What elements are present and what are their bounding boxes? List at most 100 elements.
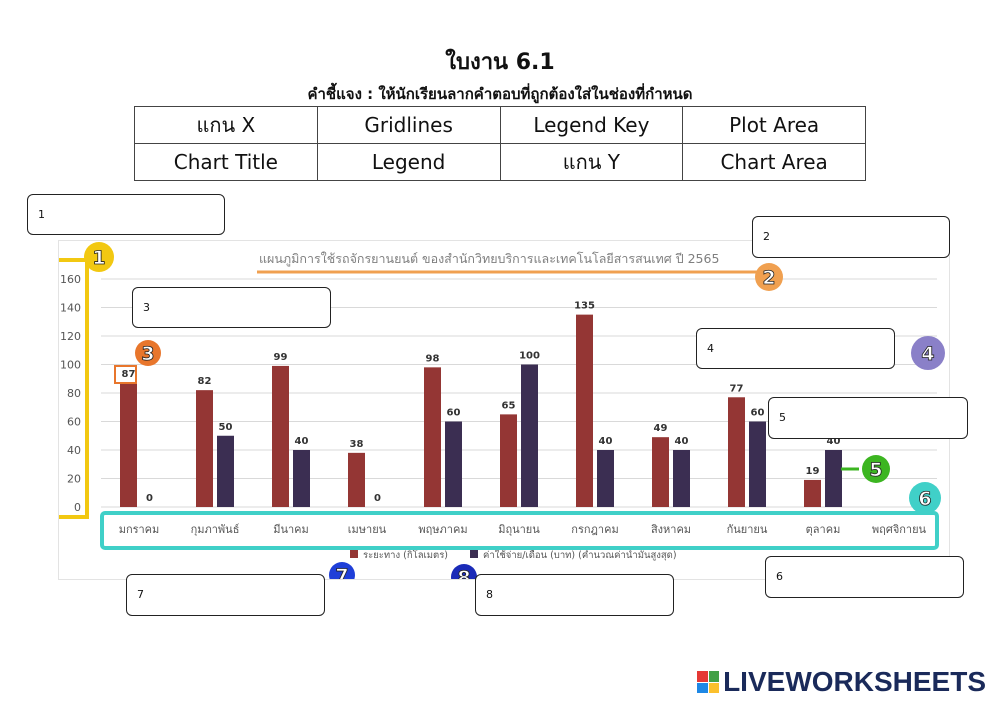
bar-distance bbox=[196, 390, 213, 507]
bar-distance bbox=[500, 414, 517, 507]
data-label: 99 bbox=[274, 352, 288, 363]
y-tick-label: 0 bbox=[74, 501, 81, 514]
data-label-highlight bbox=[114, 365, 137, 384]
answer-box-5[interactable]: 5 bbox=[768, 397, 968, 439]
answer-box-3[interactable]: 3 bbox=[132, 287, 331, 328]
data-label: 77 bbox=[730, 383, 744, 394]
y-tick-label: 100 bbox=[60, 359, 81, 372]
marker-7-number: 7 bbox=[335, 565, 348, 579]
data-label: 40 bbox=[599, 436, 613, 447]
data-label: 19 bbox=[806, 466, 820, 477]
answer-box-6[interactable]: 6 bbox=[765, 556, 964, 598]
data-label: 0 bbox=[374, 493, 381, 504]
data-label: 40 bbox=[675, 436, 689, 447]
x-tick-label: มิถุนายน bbox=[498, 523, 540, 536]
marker-4-number: 4 bbox=[921, 343, 934, 365]
chart-title: แผนภูมิการใช้รถจักรยานยนต์ ของสำนักวิทยบ… bbox=[259, 251, 719, 267]
bar-distance bbox=[576, 314, 593, 507]
x-tick-label: กันยายน bbox=[727, 523, 768, 536]
bar-cost bbox=[597, 450, 614, 507]
bar-cost bbox=[521, 364, 538, 507]
bar-distance bbox=[424, 367, 441, 507]
bar-cost bbox=[217, 435, 234, 507]
term-cell[interactable]: Chart Title bbox=[134, 143, 318, 181]
y-tick-label: 40 bbox=[67, 444, 81, 457]
answer-box-2[interactable]: 2 bbox=[752, 216, 950, 258]
y-tick-label: 80 bbox=[67, 387, 81, 400]
legend-label-distance: ระยะทาง (กิโลเมตร) bbox=[363, 549, 448, 561]
data-label: 100 bbox=[519, 351, 540, 362]
logo-icon bbox=[697, 671, 720, 693]
bar-distance bbox=[728, 397, 745, 507]
bar-cost bbox=[293, 450, 310, 507]
marker-6-number: 6 bbox=[918, 488, 931, 510]
marker-7-badge bbox=[329, 562, 355, 579]
bar-distance bbox=[272, 365, 289, 507]
data-label: 87 bbox=[122, 369, 136, 380]
y-tick-label: 20 bbox=[67, 473, 81, 486]
answer-box-7[interactable]: 7 bbox=[126, 574, 325, 616]
bar-distance bbox=[652, 437, 669, 507]
marker-4-badge bbox=[911, 336, 945, 370]
bar-chart: 020406080100120140160แผนภูมิการใช้รถจักร… bbox=[59, 242, 945, 579]
bar-distance bbox=[348, 452, 365, 507]
answer-box-4[interactable]: 4 bbox=[696, 328, 895, 369]
y-tick-label: 60 bbox=[67, 416, 81, 429]
x-axis-highlight bbox=[100, 511, 939, 550]
worksheet-instruction: คำชี้แจง : ให้นักเรียนลากคำตอบที่ถูกต้อง… bbox=[307, 85, 693, 103]
term-cell[interactable]: Plot Area bbox=[682, 106, 866, 144]
marker-1-badge bbox=[84, 242, 114, 272]
marker-8-number: 8 bbox=[457, 567, 470, 579]
bar-distance bbox=[804, 479, 821, 507]
x-tick-label: พฤษภาคม bbox=[418, 523, 467, 536]
marker-5-number: 5 bbox=[869, 459, 882, 481]
term-cell[interactable]: Chart Area bbox=[682, 143, 866, 181]
x-tick-label: พฤศจิกายน bbox=[872, 523, 927, 536]
bar-cost bbox=[749, 421, 766, 507]
bar-cost bbox=[673, 450, 690, 507]
y-tick-label: 120 bbox=[60, 330, 81, 343]
data-label: 60 bbox=[447, 408, 461, 419]
marker-5-badge bbox=[862, 455, 890, 483]
marker-8-badge bbox=[451, 564, 477, 579]
data-label: 40 bbox=[295, 436, 309, 447]
marker-1-number: 1 bbox=[92, 247, 105, 269]
liveworksheets-logo: LIVEWORKSHEETS bbox=[697, 666, 986, 698]
x-tick-label: มีนาคม bbox=[273, 523, 309, 536]
worksheet-title: ใบงาน 6.1 bbox=[445, 50, 555, 75]
x-tick-label: ตุลาคม bbox=[806, 523, 841, 536]
legend-label-cost: ค่าใช้จ่าย/เดือน (บาท) (คำนวณค่าน้ำมันสู… bbox=[483, 548, 677, 561]
legend-key-distance bbox=[350, 550, 358, 558]
y-tick-label: 160 bbox=[60, 273, 81, 286]
answer-box-8[interactable]: 8 bbox=[475, 574, 674, 616]
answer-box-1[interactable]: 1 bbox=[27, 194, 225, 235]
term-cell[interactable]: Legend bbox=[316, 143, 501, 181]
marker-3-number: 3 bbox=[141, 343, 154, 365]
data-label: 98 bbox=[426, 353, 440, 364]
bar-distance bbox=[120, 383, 137, 507]
data-label: 82 bbox=[198, 376, 212, 387]
x-tick-label: เมษายน bbox=[348, 523, 387, 536]
data-label: 0 bbox=[146, 493, 153, 504]
data-label: 38 bbox=[350, 439, 364, 450]
term-cell[interactable]: แกน Y bbox=[499, 143, 684, 181]
x-tick-label: สิงหาคม bbox=[651, 523, 691, 536]
data-label: 49 bbox=[654, 423, 668, 434]
bar-cost bbox=[825, 450, 842, 507]
term-cell[interactable]: Legend Key bbox=[499, 106, 684, 144]
y-tick-label: 140 bbox=[60, 302, 81, 315]
data-label: 60 bbox=[751, 408, 765, 419]
x-tick-label: กรกฎาคม bbox=[571, 523, 618, 536]
y-axis-highlight bbox=[59, 258, 89, 519]
marker-6-badge bbox=[909, 482, 941, 514]
legend-key-cost bbox=[470, 550, 478, 558]
data-label: 135 bbox=[574, 301, 595, 312]
marker-3-badge bbox=[135, 340, 161, 366]
terms-table: แกน X Gridlines Legend Key Plot Area Cha… bbox=[134, 106, 866, 181]
term-cell[interactable]: แกน X bbox=[134, 106, 318, 144]
term-cell[interactable]: Gridlines bbox=[316, 106, 501, 144]
x-tick-label: กุมภาพันธ์ bbox=[191, 523, 240, 536]
marker-2-badge bbox=[755, 263, 783, 291]
data-label: 50 bbox=[219, 422, 233, 433]
bar-cost bbox=[445, 421, 462, 507]
